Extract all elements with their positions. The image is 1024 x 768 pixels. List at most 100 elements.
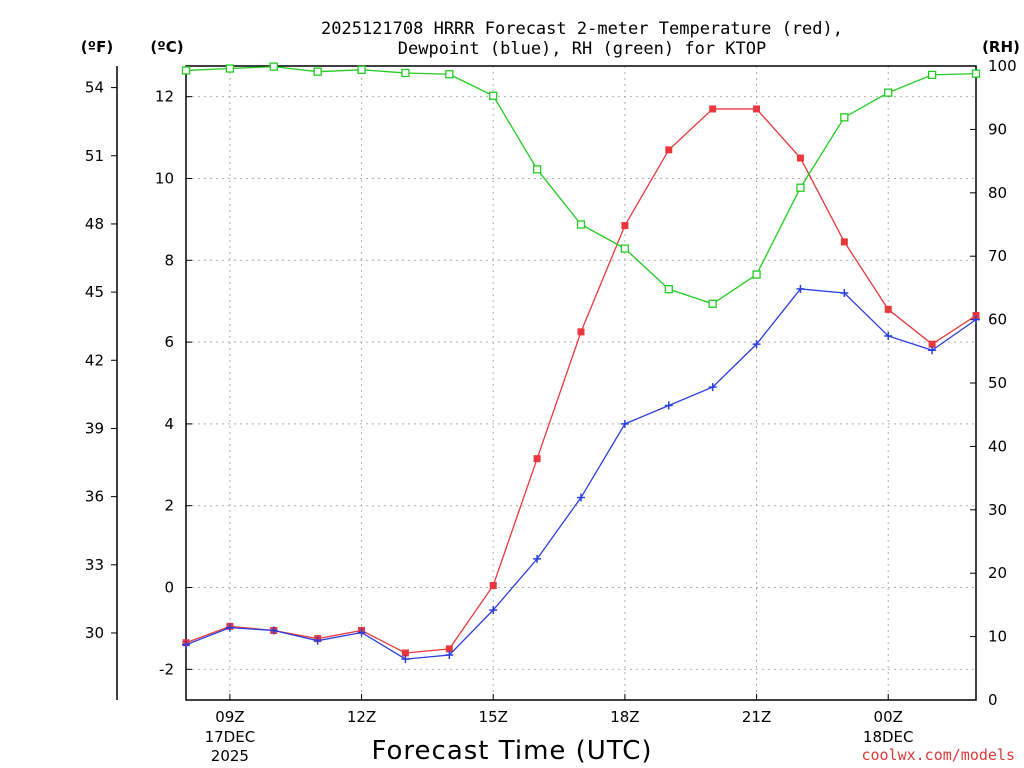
dewpoint-point — [357, 628, 366, 637]
dewpoint-point — [533, 554, 542, 563]
rh-point — [225, 64, 235, 73]
rh-point — [927, 70, 937, 80]
rh-unit-label: (RH) — [982, 38, 1020, 56]
celsius-tick-label: 6 — [164, 333, 174, 351]
x-tick-label: 09Z — [215, 708, 244, 726]
rh-tick-label: 50 — [988, 374, 1007, 392]
dewpoint-point — [489, 606, 498, 615]
fahrenheit-tick-label: 54 — [85, 79, 104, 97]
dewpoint-point — [225, 623, 234, 632]
dewpoint-point — [752, 340, 761, 349]
rh-tick-label: 90 — [988, 120, 1007, 138]
celsius-tick-label: -2 — [159, 660, 174, 678]
temperature-point — [753, 105, 761, 113]
dewpoint-point — [313, 636, 322, 645]
temperature-point — [445, 645, 453, 653]
temperature-point — [621, 222, 629, 230]
rh-tick-label: 20 — [988, 564, 1007, 582]
dewpoint-point — [928, 346, 937, 355]
rh-point — [576, 220, 586, 229]
celsius-tick-label: 12 — [155, 88, 174, 106]
dewpoint-point — [884, 331, 893, 340]
dewpoint-point — [269, 626, 278, 635]
x-axis-title: Forecast Time (UTC) — [371, 736, 652, 766]
fahrenheit-tick-label: 51 — [85, 147, 104, 165]
series-lines — [181, 62, 981, 664]
grid-lines — [186, 66, 976, 700]
rh-point — [269, 62, 278, 71]
fahrenheit-tick-label: 48 — [85, 215, 104, 233]
dewpoint-point — [796, 284, 805, 293]
fahrenheit-tick-label: 39 — [85, 419, 104, 437]
x-tick-label: 12Z — [347, 708, 376, 726]
fahrenheit-tick-label: 42 — [85, 351, 104, 369]
dewpoint-point — [708, 383, 717, 392]
temperature-point — [489, 581, 497, 589]
celsius-tick-label: 0 — [164, 579, 174, 597]
chart-title-line2: Dewpoint (blue), RH (green) for KTOP — [398, 39, 766, 59]
fahrenheit-unit-label: (ºF) — [81, 38, 113, 56]
x-tick-label: 15Z — [479, 708, 508, 726]
dewpoint-series-line — [185, 288, 977, 660]
rh-tick-label: 100 — [988, 57, 1017, 75]
rh-point — [971, 69, 981, 78]
x-tick-label: 18Z — [610, 708, 639, 726]
plot-frame — [185, 65, 977, 701]
rh-point — [664, 285, 673, 294]
rh-point — [357, 65, 366, 74]
x-tick-date-label: 17DEC — [205, 728, 256, 746]
dewpoint-point — [972, 315, 980, 324]
x-tick-label: 00Z — [874, 708, 903, 726]
axes — [111, 65, 977, 701]
celsius-tick-label: 10 — [155, 169, 174, 187]
credit-text: coolwx.com/models — [861, 746, 1015, 764]
rh-series-line — [185, 65, 977, 305]
temperature-point — [665, 146, 673, 154]
rh-tick-label: 70 — [988, 247, 1007, 265]
temperature-series-line — [185, 108, 977, 654]
temperature-point — [972, 312, 980, 320]
rh-tick-label: 0 — [988, 691, 998, 709]
rh-tick-label: 40 — [988, 437, 1007, 455]
rh-tick-label: 80 — [988, 184, 1007, 202]
rh-point — [181, 66, 191, 75]
rh-point — [840, 113, 849, 122]
dewpoint-point — [620, 419, 629, 428]
celsius-unit-label: (ºC) — [150, 38, 183, 56]
temperature-point — [928, 340, 936, 348]
celsius-tick-label: 4 — [164, 415, 174, 433]
rh-point — [445, 70, 454, 79]
temperature-point — [577, 328, 585, 336]
rh-point — [708, 299, 717, 308]
rh-tick-label: 60 — [988, 311, 1007, 329]
temperature-point — [796, 154, 804, 162]
rh-point — [620, 244, 630, 253]
rh-point — [401, 68, 410, 78]
rh-point — [796, 183, 805, 192]
chart-title-line1: 2025121708 HRRR Forecast 2-meter Tempera… — [321, 19, 843, 39]
tick-labels: -2 0 2 4 6 8 10 12 30 33 36 39 42 45 48 51 54 0 10 20 30 40 50… — [85, 57, 1017, 765]
temperature-point — [533, 455, 541, 463]
temperature-point — [709, 105, 717, 113]
temperature-point — [840, 238, 848, 246]
rh-point — [489, 91, 498, 100]
temperature-point — [884, 305, 892, 313]
fahrenheit-tick-label: 45 — [85, 283, 104, 301]
x-tick-label: 21Z — [742, 708, 771, 726]
rh-point — [532, 165, 542, 174]
x-tick-year-label: 2025 — [211, 747, 249, 765]
rh-point — [884, 88, 893, 97]
fahrenheit-tick-label: 30 — [85, 624, 104, 642]
temperature-point — [401, 649, 409, 657]
dewpoint-point — [840, 289, 849, 298]
rh-tick-label: 10 — [988, 628, 1007, 646]
celsius-tick-label: 8 — [164, 251, 174, 269]
dewpoint-point — [445, 651, 454, 660]
dewpoint-point — [182, 640, 190, 649]
celsius-tick-label: 2 — [164, 497, 174, 515]
fahrenheit-tick-label: 36 — [85, 488, 104, 506]
dewpoint-point — [401, 655, 410, 664]
x-tick-date-label: 18DEC — [863, 728, 914, 746]
dewpoint-point — [664, 401, 673, 410]
